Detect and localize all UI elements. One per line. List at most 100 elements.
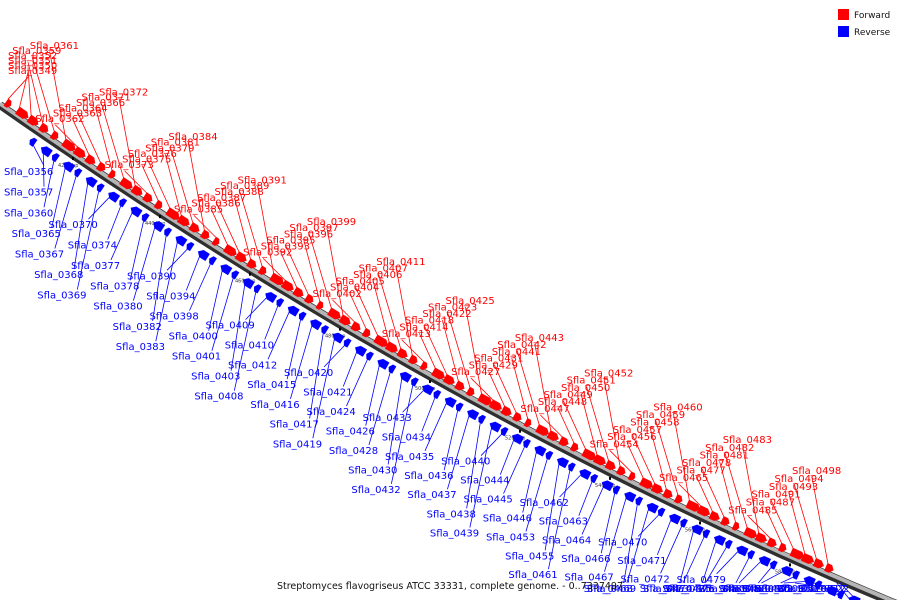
forward-gene-label: Sfla_0487	[746, 498, 795, 509]
forward-gene-arrow	[199, 229, 210, 240]
forward-gene-arrow	[777, 542, 787, 553]
forward-gene-arrow	[3, 98, 12, 108]
reverse-gene-label: Sfla_0436	[404, 471, 453, 482]
scale-tick-mark	[519, 429, 521, 433]
reverse-gene-arrow	[231, 270, 240, 280]
forward-gene-leader	[724, 453, 748, 528]
reverse-gene-arrow	[612, 485, 621, 495]
forward-gene-label: Sfla_0366	[76, 98, 125, 109]
forward-gene-arrow	[338, 314, 351, 326]
reverse-gene-leader	[211, 275, 235, 351]
reverse-gene-leader	[309, 330, 325, 419]
forward-gene-label: Sfla_0427	[451, 367, 500, 378]
forward-gene-label: Sfla_0381	[151, 138, 200, 149]
forward-gene-label: Sfla_0429	[469, 360, 518, 371]
reverse-gene-leader	[780, 575, 795, 584]
reverse-gene-arrow	[287, 305, 300, 317]
forward-gene-label: Sfla_0391	[238, 175, 287, 186]
forward-gene-label: Sfla_0423	[428, 303, 477, 314]
forward-gene-leader	[234, 197, 251, 260]
reverse-gene-label: Sfla_0463	[539, 517, 588, 528]
reverse-gene-label: Sfla_0390	[127, 271, 176, 282]
forward-gene-label: Sfla_0361	[30, 41, 79, 52]
scale-tick-mark	[699, 521, 701, 525]
reverse-gene-arrow	[556, 457, 570, 469]
forward-gene-arrow	[546, 430, 559, 442]
scale-tick-mark	[72, 157, 74, 161]
forward-gene-leader	[118, 98, 136, 186]
reverse-gene-leader	[43, 158, 55, 208]
forward-gene-label: Sfla_0372	[99, 87, 148, 98]
forward-gene-label: Sfla_0404	[330, 283, 379, 294]
forward-gene-leader	[147, 159, 171, 209]
forward-gene-leader	[534, 343, 552, 432]
reverse-gene-leader	[757, 566, 773, 584]
reverse-gene-label: Sfla_0415	[247, 380, 296, 391]
forward-gene-leader	[262, 258, 286, 281]
forward-gene-label: Sfla_0465	[659, 473, 708, 484]
reverse-gene-label: Sfla_0419	[273, 439, 322, 450]
reverse-gene-leader	[716, 550, 739, 575]
reverse-gene-leader	[705, 545, 728, 584]
reverse-gene-arrow	[265, 292, 278, 304]
reverse-gene-label: Sfla_0421	[303, 387, 352, 398]
reverse-gene-label: Sfla_0382	[113, 322, 162, 333]
reverse-gene-leader	[230, 282, 246, 371]
reverse-gene-arrow	[411, 377, 419, 387]
forward-gene-label: Sfla_0418	[405, 316, 454, 327]
forward-gene-leader	[586, 386, 609, 461]
forward-gene-arrow	[766, 537, 777, 548]
reverse-gene-arrow	[377, 358, 390, 370]
reverse-gene-label: Sfla_0424	[306, 407, 355, 418]
reverse-gene-arrow	[209, 256, 217, 266]
reverse-gene-leader	[51, 165, 67, 228]
forward-gene-arrow	[153, 199, 163, 210]
forward-gene-arrow	[142, 192, 153, 203]
reverse-gene-arrow	[85, 176, 98, 188]
forward-gene-arrow	[384, 341, 398, 353]
forward-gene-arrow	[211, 236, 220, 246]
forward-gene-leader	[280, 252, 298, 288]
forward-gene-label: Sfla_0389	[220, 181, 269, 192]
forward-gene-label: Sfla_0498	[792, 466, 841, 477]
forward-gene-leader	[447, 313, 471, 388]
reverse-gene-label: Sfla_0432	[351, 485, 400, 496]
reverse-gene-leader	[73, 181, 89, 270]
reverse-gene-arrow	[343, 338, 352, 348]
reverse-gene-label: Sfla_0357	[4, 188, 53, 199]
reverse-gene-label: Sfla_0453	[486, 532, 535, 543]
reverse-gene-label: Sfla_0461	[508, 570, 557, 581]
forward-gene-label: Sfla_0397	[289, 223, 338, 234]
forward-gene-label: Sfla_0448	[538, 397, 587, 408]
reverse-gene-leader	[783, 580, 806, 584]
reverse-gene-arrow	[153, 221, 166, 233]
reverse-gene-leader	[286, 317, 302, 380]
forward-gene-arrow	[697, 505, 711, 517]
forward-gene-arrow	[604, 459, 616, 471]
forward-gene-label: Sfla_0442	[497, 340, 546, 351]
forward-gene-arrow	[38, 122, 49, 133]
forward-gene-leader	[811, 476, 829, 565]
reverse-gene-arrow	[433, 389, 442, 400]
reverse-gene-leader	[761, 570, 784, 584]
reverse-gene-label: Sfla_0368	[34, 270, 83, 281]
forward-gene-leader	[124, 170, 147, 194]
reverse-gene-label: Sfla_0370	[49, 220, 98, 231]
forward-gene-arrow	[558, 436, 569, 447]
reverse-gene-leader	[267, 310, 291, 360]
reverse-gene-leader	[814, 582, 829, 592]
forward-gene-arrow	[373, 334, 388, 347]
reverse-gene-label: Sfla_0466	[561, 554, 610, 565]
forward-gene-label: Sfla_0441	[492, 347, 541, 358]
reverse-gene-label: Sfla_0430	[348, 465, 397, 476]
forward-gene-leader	[349, 293, 367, 329]
reverse-gene-label: Sfla_0426	[326, 427, 375, 438]
forward-gene-label: Sfla_0384	[168, 132, 217, 143]
forward-gene-leader	[673, 413, 690, 501]
forward-gene-label: Sfla_0351	[8, 56, 57, 67]
reverse-gene-leader	[836, 582, 851, 600]
reverse-gene-label: Sfla_0474	[643, 584, 692, 595]
reverse-gene-leader	[76, 188, 100, 290]
forward-gene-leader	[511, 357, 529, 419]
reverse-gene-arrow	[366, 351, 374, 361]
